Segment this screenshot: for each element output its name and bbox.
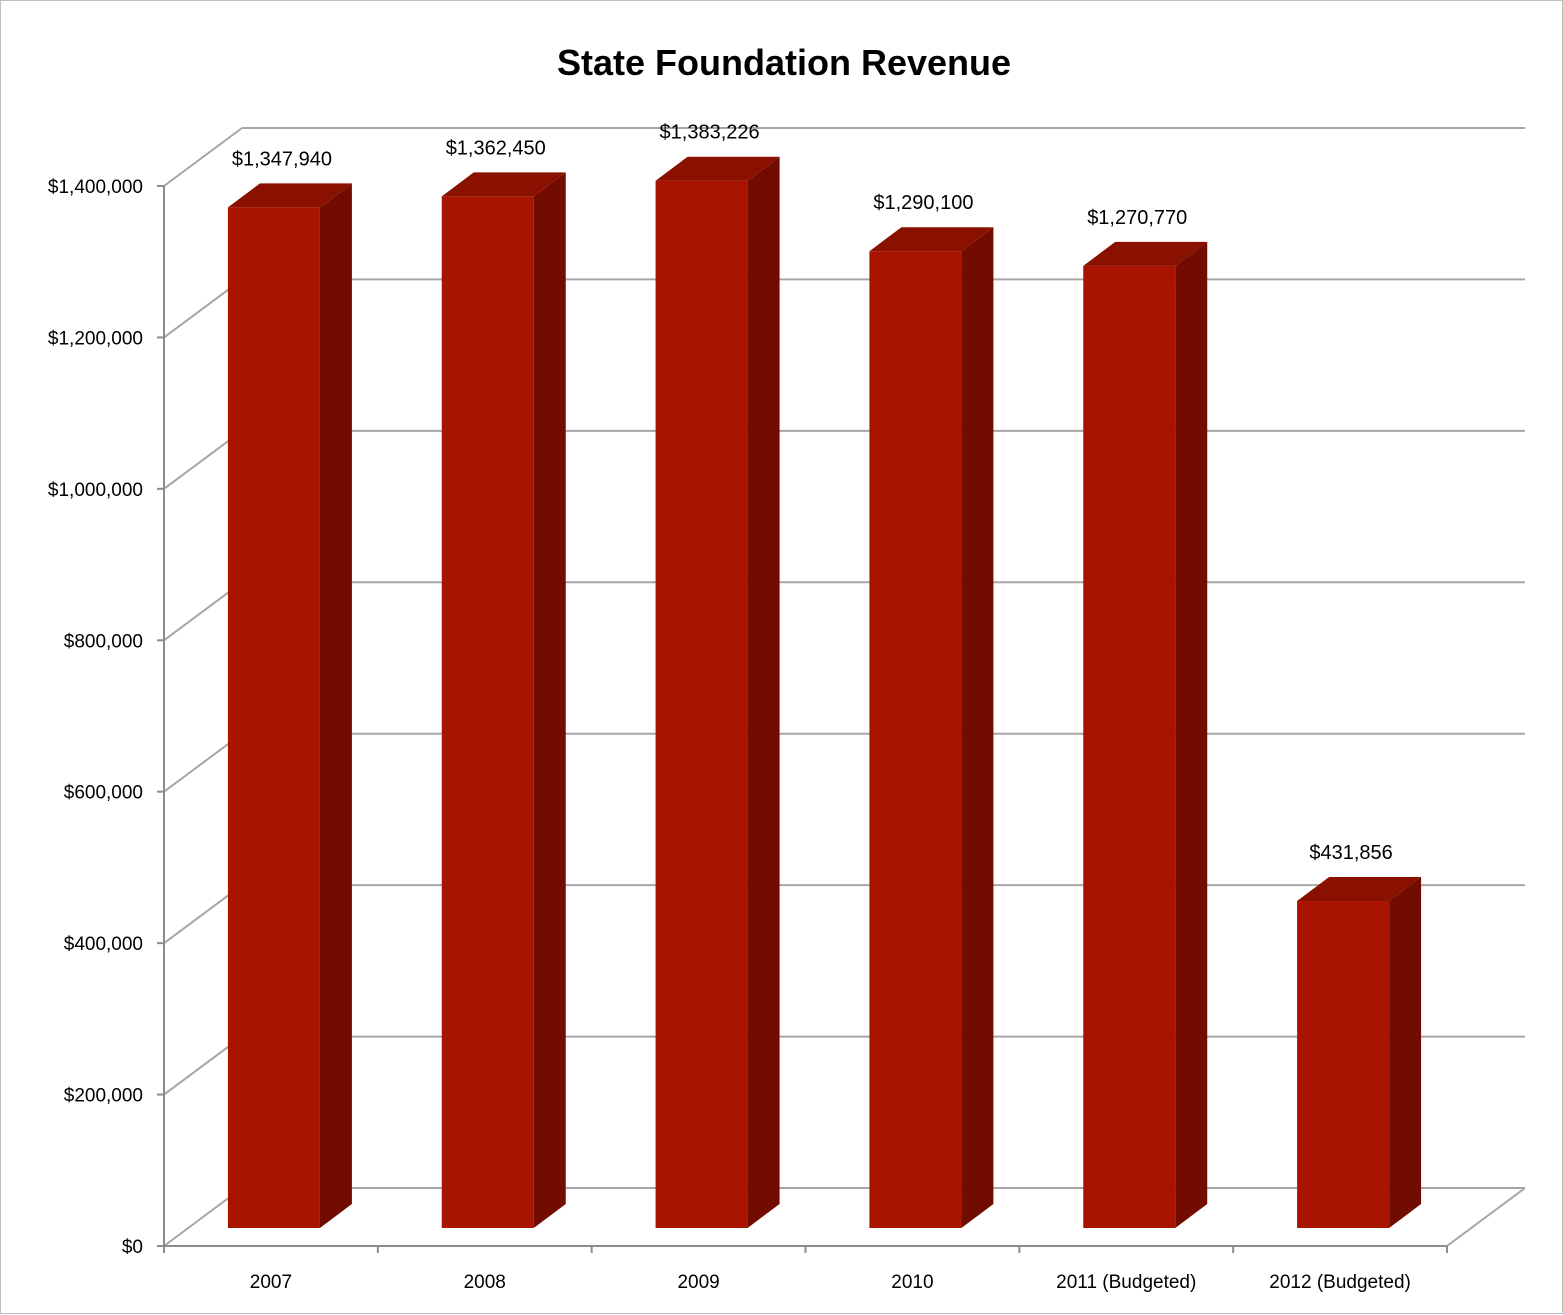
bar-front-face (1297, 901, 1390, 1228)
x-tick-label: 2008 (464, 1272, 506, 1293)
bar-front-face (655, 180, 748, 1228)
y-tick-label: $1,000,000 (48, 480, 143, 501)
data-label: $1,290,100 (873, 192, 973, 214)
bar-2009 (655, 156, 780, 1228)
bar-top-face (655, 156, 780, 181)
data-label: $1,383,226 (660, 122, 760, 144)
x-tick-label: 2012 (Budgeted) (1269, 1272, 1411, 1293)
bar-2010 (869, 227, 994, 1228)
bar-side-face (1175, 241, 1208, 1228)
y-axis-ticks: $0 $200,000 $400,000 $600,000 $800,000 $1,000… (48, 177, 164, 1258)
data-label: $1,347,940 (232, 148, 332, 170)
y-tick-label: $0 (122, 1237, 143, 1258)
x-tick-label: 2011 (Budgeted) (1056, 1272, 1196, 1293)
bar-front-face (227, 207, 320, 1228)
bar-side-face (1389, 877, 1422, 1228)
bar-front-face (869, 251, 962, 1228)
bar-front-face (441, 196, 534, 1229)
bar-top-face (441, 172, 566, 197)
bar-top-face (869, 227, 994, 252)
bar-top-face (227, 183, 352, 208)
bar-top-face (1083, 241, 1208, 266)
y-tick-label: $1,400,000 (48, 177, 143, 198)
bar-side-face (961, 227, 994, 1228)
x-tick-label: 2009 (677, 1272, 719, 1293)
data-label: $1,270,770 (1087, 207, 1187, 229)
y-tick-label: $800,000 (64, 631, 143, 652)
gridline-1-400-000 (163, 127, 1525, 187)
axes (163, 186, 1447, 1247)
gridline-600-000 (163, 732, 1525, 793)
floor-edge (1446, 1187, 1526, 1247)
data-label: $431,856 (1309, 842, 1392, 864)
bar-front-face (1083, 265, 1176, 1228)
bar-side-face (319, 183, 352, 1228)
y-tick-label: $600,000 (64, 783, 143, 804)
gridline-1-200-000 (163, 278, 1525, 339)
chart-title: State Foundation Revenue (557, 42, 1011, 83)
bar-top-face (1297, 877, 1422, 902)
y-tick-label: $200,000 (64, 1086, 143, 1107)
bar-2007 (227, 183, 352, 1228)
gridline-800-000 (163, 581, 1525, 642)
bar-2008 (441, 172, 566, 1229)
data-labels: $1,347,940 $1,362,450 $1,383,226 $1,290,100… (232, 122, 1393, 864)
x-tick-label: 2007 (250, 1272, 292, 1293)
y-tick-label: $1,200,000 (48, 328, 143, 349)
bar-2012-budgeted (1297, 877, 1422, 1228)
x-tick-label: 2010 (891, 1272, 933, 1293)
y-tick-label: $400,000 (64, 934, 143, 955)
bars (227, 156, 1422, 1229)
bar-side-face (747, 156, 780, 1228)
gridline-1-000-000 (163, 429, 1525, 490)
data-label: $1,362,450 (446, 137, 546, 159)
x-axis-ticks: 2007 2008 2009 2010 2011 (Budgeted) 2012 (Bud… (163, 1246, 1448, 1293)
bar-side-face (533, 172, 566, 1229)
bar-2011-budgeted (1083, 241, 1208, 1228)
